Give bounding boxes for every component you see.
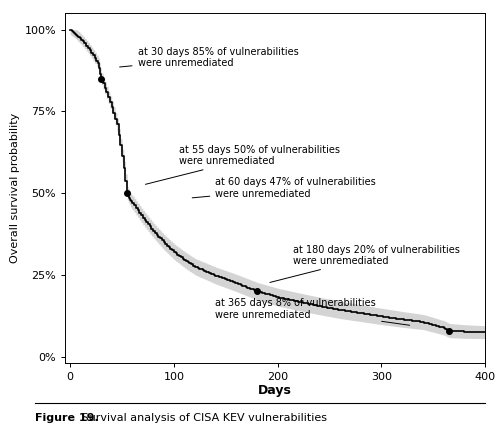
X-axis label: Days: Days bbox=[258, 384, 292, 396]
Text: at 55 days 50% of vulnerabilities
were unremediated: at 55 days 50% of vulnerabilities were u… bbox=[146, 145, 340, 184]
Y-axis label: Overall survival probability: Overall survival probability bbox=[10, 113, 20, 264]
Text: at 30 days 85% of vulnerabilities
were unremediated: at 30 days 85% of vulnerabilities were u… bbox=[120, 47, 298, 68]
Text: Survival analysis of CISA KEV vulnerabilities: Survival analysis of CISA KEV vulnerabil… bbox=[78, 413, 326, 423]
Text: at 180 days 20% of vulnerabilities
were unremediated: at 180 days 20% of vulnerabilities were … bbox=[270, 245, 460, 283]
Text: Figure 19.: Figure 19. bbox=[35, 413, 99, 423]
Text: at 60 days 47% of vulnerabilities
were unremediated: at 60 days 47% of vulnerabilities were u… bbox=[192, 178, 376, 199]
Text: at 365 days 8% of vulnerabilities
were unremediated: at 365 days 8% of vulnerabilities were u… bbox=[216, 299, 410, 325]
